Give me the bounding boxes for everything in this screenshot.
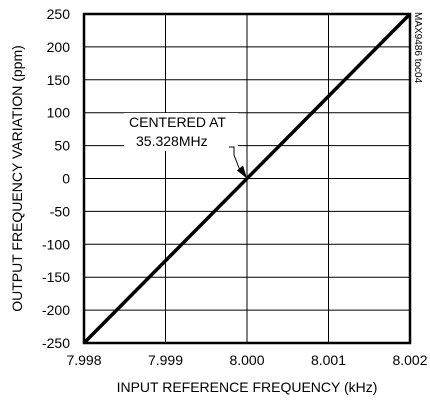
x-tick-label: 7.999 — [148, 352, 183, 368]
y-tick-label: 100 — [47, 105, 71, 121]
y-tick-label: -100 — [42, 236, 70, 252]
y-tick-label: 150 — [47, 72, 71, 88]
x-tick-label: 8.000 — [229, 352, 264, 368]
y-tick-label: 50 — [54, 138, 70, 154]
annotation-arrow-line — [229, 146, 241, 171]
y-tick-label: -200 — [42, 302, 70, 318]
x-tick-label: 7.998 — [66, 352, 101, 368]
annotation-background — [124, 113, 238, 151]
y-tick-label: -150 — [42, 269, 70, 285]
annotation-line-1: CENTERED AT — [129, 114, 226, 130]
plot-frame — [82, 12, 412, 345]
x-tick-labels: 7.998 7.999 8.000 8.001 8.002 — [66, 352, 427, 368]
annotation: CENTERED AT 35.328MHz — [124, 113, 247, 179]
y-tick-label: 200 — [47, 39, 71, 55]
annotation-arrow-head — [237, 165, 247, 179]
y-tick-label: 0 — [62, 171, 70, 187]
y-axis-title: OUTPUT FREQUENCY VARIATION (ppm) — [9, 45, 25, 312]
y-tick-labels: 250 200 150 100 50 0 -50 -100 -150 -200 -250 — [42, 6, 70, 351]
figure-code: MAX9486 toc04 — [412, 12, 423, 84]
y-tick-label: 250 — [47, 6, 71, 22]
x-tick-label: 8.001 — [311, 352, 346, 368]
y-tick-label: -50 — [50, 203, 70, 219]
x-tick-label: 8.002 — [392, 352, 427, 368]
grid — [84, 14, 410, 343]
x-axis-title: INPUT REFERENCE FREQUENCY (kHz) — [117, 379, 378, 395]
y-tick-label: -250 — [42, 335, 70, 351]
annotation-line-2: 35.328MHz — [136, 133, 208, 149]
